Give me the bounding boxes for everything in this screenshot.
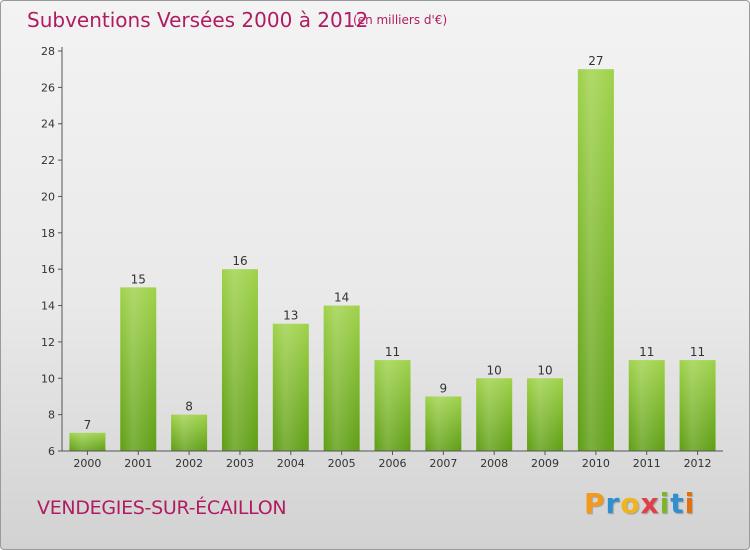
y-tick-label: 12 xyxy=(41,336,55,349)
y-axis: 6 8 10 12 14 16 18 20 22 24 26 28 xyxy=(41,45,63,458)
x-tick-label: 2008 xyxy=(480,457,508,470)
data-label-2009: 10 xyxy=(537,363,552,377)
bar-highlight xyxy=(527,378,564,451)
data-label-2005: 14 xyxy=(334,291,349,305)
x-tick-label: 2006 xyxy=(379,457,407,470)
logo-letter: i xyxy=(659,487,671,520)
x-tick-label: 2002 xyxy=(175,457,203,470)
bar-highlight xyxy=(272,323,309,451)
logo-letter: t xyxy=(670,487,685,520)
y-tick-label: 10 xyxy=(41,372,55,385)
y-tick-label: 28 xyxy=(41,45,55,58)
bar-highlight xyxy=(679,360,716,451)
bars: 7 15 8 16 13 14 11 9 10 10 27 11 11 xyxy=(69,54,716,451)
x-tick-label: 2003 xyxy=(226,457,254,470)
bar-highlight xyxy=(476,378,513,451)
logo-letter: o xyxy=(620,487,641,520)
x-axis: 2000 2001 2002 2003 2004 2005 2006 2007 2008 2009… xyxy=(62,450,723,470)
x-tick-label: 2010 xyxy=(582,457,610,470)
data-label-2008: 10 xyxy=(487,363,502,377)
data-label-2001: 15 xyxy=(131,272,146,286)
x-tick-label: 2000 xyxy=(73,457,101,470)
chart-subtitle: (en milliers d'€) xyxy=(353,13,448,27)
y-tick-label: 8 xyxy=(48,409,55,422)
data-label-2007: 9 xyxy=(440,381,448,395)
x-tick-label: 2009 xyxy=(531,457,559,470)
data-label-2000: 7 xyxy=(84,418,92,432)
bar-highlight xyxy=(323,305,360,451)
y-tick-label: 22 xyxy=(41,154,55,167)
x-tick-label: 2012 xyxy=(684,457,712,470)
data-label-2011: 11 xyxy=(639,345,654,359)
bar-highlight xyxy=(577,69,614,451)
data-label-2002: 8 xyxy=(185,400,193,414)
y-tick-label: 6 xyxy=(48,445,55,458)
data-label-2006: 11 xyxy=(385,345,400,359)
x-tick-label: 2004 xyxy=(277,457,305,470)
x-tick-label: 2011 xyxy=(633,457,661,470)
bar-highlight xyxy=(628,360,665,451)
logo-letter: i xyxy=(684,487,696,520)
bar-highlight xyxy=(374,360,411,451)
logo-letter: P xyxy=(584,487,606,520)
data-label-2003: 16 xyxy=(232,254,247,268)
logo-letter: r xyxy=(605,487,621,520)
bar-highlight xyxy=(221,269,258,451)
y-tick-label: 18 xyxy=(41,227,55,240)
data-label-2004: 13 xyxy=(283,309,298,323)
y-tick-label: 14 xyxy=(41,300,55,313)
y-tick-label: 20 xyxy=(41,190,55,203)
bar-highlight xyxy=(69,432,106,451)
chart-title: Subventions Versées 2000 à 2012 xyxy=(27,8,369,32)
y-tick-label: 26 xyxy=(41,81,55,94)
bar-highlight xyxy=(120,287,157,451)
bar-highlight xyxy=(171,414,208,451)
y-tick-label: 24 xyxy=(41,118,55,131)
bar-highlight xyxy=(425,396,462,451)
proxiti-logo: Proxiti xyxy=(584,487,695,520)
location-name: VENDEGIES-SUR-ÉCAILLON xyxy=(37,497,287,519)
x-tick-label: 2001 xyxy=(124,457,152,470)
logo-letter: x xyxy=(640,487,660,520)
x-tick-label: 2007 xyxy=(429,457,457,470)
data-label-2012: 11 xyxy=(690,345,705,359)
data-label-2010: 27 xyxy=(588,54,603,68)
y-tick-label: 16 xyxy=(41,263,55,276)
x-tick-label: 2005 xyxy=(328,457,356,470)
